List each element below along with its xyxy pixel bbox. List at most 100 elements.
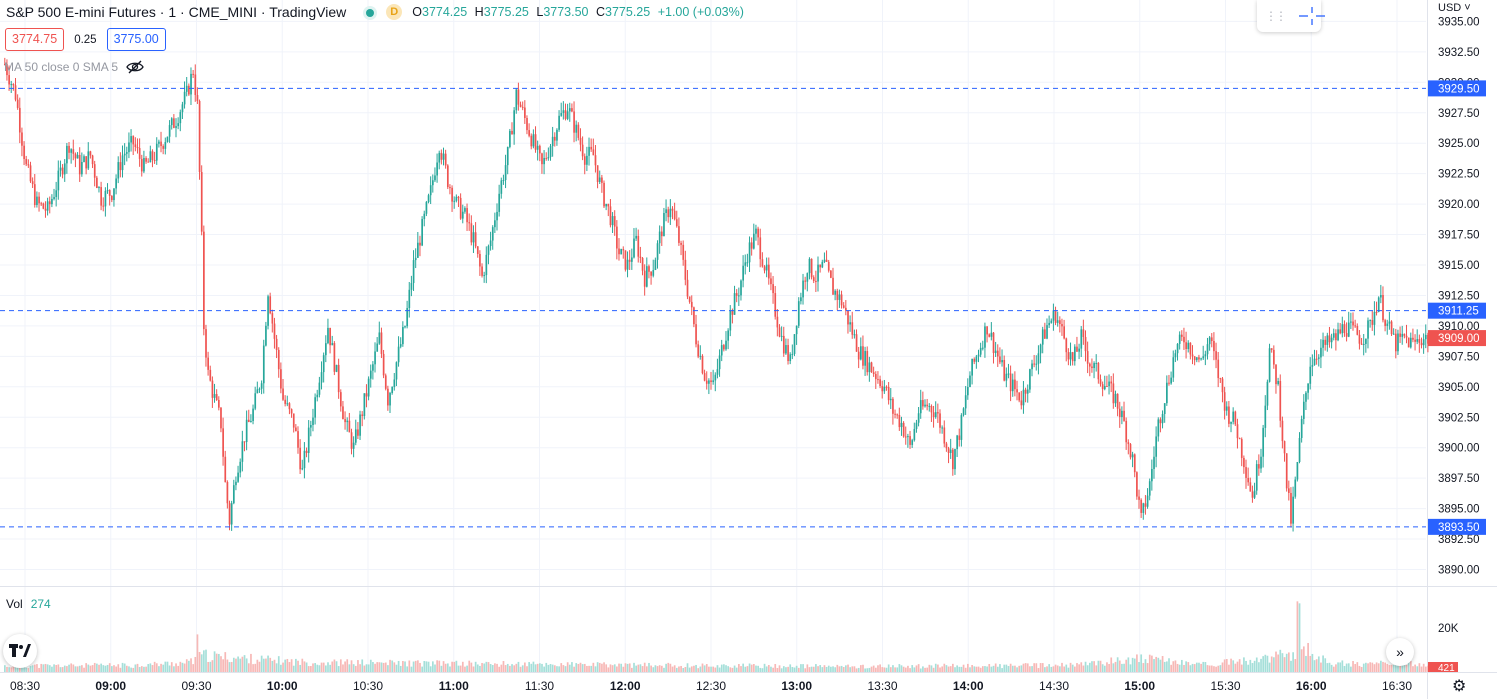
volume-bar	[1388, 665, 1391, 672]
volume-bar	[686, 663, 689, 672]
drag-handle-icon[interactable]: ⋮⋮	[1265, 9, 1287, 23]
volume-bar	[280, 664, 282, 672]
volume-bar	[1373, 664, 1376, 672]
candle-body	[909, 436, 911, 445]
volume-bar	[1273, 657, 1275, 672]
candle-body	[840, 294, 843, 306]
volume-bar	[862, 664, 864, 672]
candle-body	[1302, 401, 1305, 419]
volume-bar	[1163, 661, 1166, 672]
volume-bar	[703, 665, 706, 672]
volume-bar	[461, 661, 464, 672]
volume-bar	[275, 663, 278, 672]
candle-body	[378, 332, 381, 344]
volume-bar	[179, 661, 182, 672]
candle-body	[1313, 358, 1316, 366]
gear-icon[interactable]: ⚙	[1452, 678, 1467, 695]
volume-bar	[943, 663, 946, 672]
candle-body	[1285, 453, 1288, 489]
volume-bar	[258, 661, 261, 672]
candle-body	[877, 379, 879, 381]
candle-body	[1341, 324, 1344, 334]
drawing-tools-pill[interactable]: ⋮⋮	[1257, 0, 1325, 32]
volume-bar	[1384, 662, 1386, 672]
candle-body	[904, 436, 907, 438]
spread-value: 0.25	[74, 33, 97, 46]
candle-body	[986, 326, 988, 335]
candle-body	[695, 324, 697, 345]
candle-body	[1168, 382, 1170, 384]
volume-bar	[744, 666, 747, 672]
tradingview-logo-icon[interactable]	[3, 634, 37, 668]
candle-body	[609, 206, 612, 226]
candle-body	[860, 346, 862, 360]
crosshair-icon[interactable]	[1299, 7, 1325, 25]
volume-bar	[1033, 663, 1036, 672]
volume-bar	[1176, 663, 1179, 672]
volume-bar	[797, 667, 800, 672]
candle-body	[429, 185, 432, 196]
volume-bar	[720, 664, 723, 672]
candle-body	[712, 380, 715, 383]
volume-bar	[181, 662, 184, 672]
volume-bar	[1375, 662, 1378, 672]
symbol-title[interactable]: S&P 500 E-mini Futures · 1 · CME_MINI · …	[6, 4, 347, 20]
volume-bar	[1121, 663, 1123, 672]
volume-bar	[793, 667, 796, 672]
candle-body	[932, 412, 935, 418]
candle-body	[46, 201, 49, 211]
currency-selector[interactable]: USD ˅	[1438, 2, 1471, 14]
volume-bar	[247, 663, 250, 672]
candle-body	[502, 180, 505, 182]
buy-price-button[interactable]: 3775.00	[106, 28, 166, 51]
volume-bar	[6, 666, 8, 672]
candle-body	[384, 375, 387, 389]
scroll-to-realtime-button[interactable]: »	[1386, 638, 1414, 666]
candle-body	[402, 327, 404, 345]
candle-body	[776, 316, 779, 328]
volume-bar	[93, 662, 96, 672]
candle-body	[573, 111, 575, 133]
volume-bar	[534, 664, 537, 672]
candle-body	[1424, 334, 1427, 340]
time-tick-label: 14:00	[953, 679, 984, 693]
volume-bar	[106, 664, 109, 672]
candle-body	[660, 231, 663, 237]
volume-bar	[444, 663, 447, 672]
candle-body	[1039, 344, 1042, 354]
candle-body	[558, 115, 560, 130]
candle-body	[1093, 363, 1095, 369]
volume-legend[interactable]: Vol 274	[6, 597, 51, 611]
volume-bar	[568, 664, 571, 672]
volume-bar	[1187, 662, 1190, 672]
indicator-legend[interactable]: MA 50 close 0 SMA 5	[4, 60, 144, 74]
volume-bar	[588, 665, 590, 672]
volume-bar	[853, 666, 856, 672]
volume-bar	[1341, 660, 1344, 672]
eye-off-icon[interactable]	[126, 60, 144, 74]
volume-bar	[1001, 668, 1003, 672]
candle-body	[252, 408, 254, 421]
candle-body	[1204, 354, 1207, 357]
sell-price-button[interactable]: 3774.75	[5, 28, 65, 51]
candle-body	[703, 373, 706, 381]
candle-body	[14, 85, 17, 100]
candle-body	[451, 187, 453, 202]
volume-bar	[237, 656, 239, 672]
candle-body	[1217, 359, 1220, 379]
candle-body	[913, 428, 916, 441]
volume-bar	[907, 665, 909, 672]
volume-bar	[1153, 659, 1155, 672]
candle-body	[354, 429, 357, 443]
candle-body	[162, 146, 165, 149]
volume-bar	[59, 667, 62, 672]
volume-bar	[260, 655, 263, 672]
candle-body	[802, 280, 804, 298]
volume-bar	[1082, 665, 1085, 672]
candle-body	[710, 380, 712, 383]
candle-body	[1339, 329, 1342, 334]
candle-body	[100, 187, 102, 206]
volume-bar	[297, 660, 299, 672]
delayed-data-badge[interactable]: D	[386, 4, 403, 20]
